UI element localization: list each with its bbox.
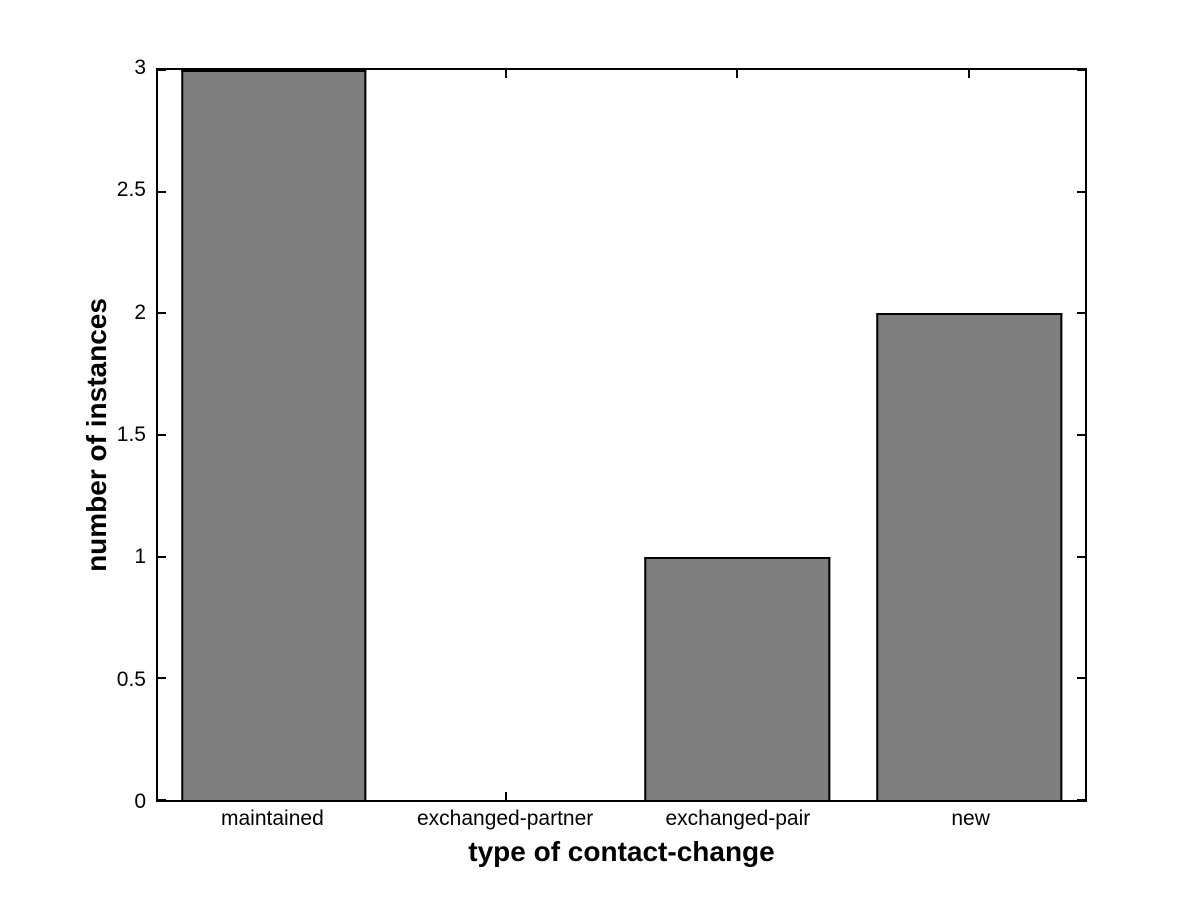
y-axis-tick: [158, 677, 166, 680]
y-axis-tick: [1077, 555, 1085, 558]
bar-exchanged-pair: [644, 556, 831, 800]
x-tick-label: exchanged-partner: [416, 807, 594, 830]
y-tick-label: 1: [134, 545, 146, 569]
y-axis-tick: [1077, 312, 1085, 315]
x-axis-tick: [504, 792, 507, 800]
y-axis-tick: [1077, 799, 1085, 801]
y-tick-label: 0: [134, 790, 146, 813]
plot-area: [156, 68, 1087, 802]
y-tick-label: 1.5: [116, 423, 146, 446]
bar-maintained: [181, 70, 367, 800]
y-tick-label: 2: [134, 300, 146, 324]
y-axis-tick: [1077, 69, 1085, 71]
x-axis-tick: [968, 70, 971, 78]
x-axis-tick: [736, 70, 739, 78]
x-axis-tick: [504, 70, 507, 78]
y-tick-label: 0.5: [116, 667, 146, 691]
y-axis-tick: [1077, 434, 1085, 436]
y-tick-label: 2.5: [116, 178, 146, 202]
x-tick-label: exchanged-pair: [665, 807, 811, 830]
x-tick-label: maintained: [221, 807, 324, 830]
y-tick-label: 3: [134, 56, 146, 79]
y-axis-tick: [158, 555, 166, 558]
x-tick-label: new: [951, 807, 990, 830]
y-axis-tick: [158, 434, 166, 436]
y-axis-tick: [158, 799, 166, 801]
y-axis-tick: [1077, 190, 1085, 193]
y-axis-tick: [1077, 677, 1085, 680]
y-axis-tick: [158, 69, 166, 71]
x-axis-label: type of contact-change: [468, 836, 775, 867]
bar-new: [876, 313, 1062, 800]
y-axis-tick: [158, 190, 166, 193]
y-axis-tick: [158, 312, 166, 315]
